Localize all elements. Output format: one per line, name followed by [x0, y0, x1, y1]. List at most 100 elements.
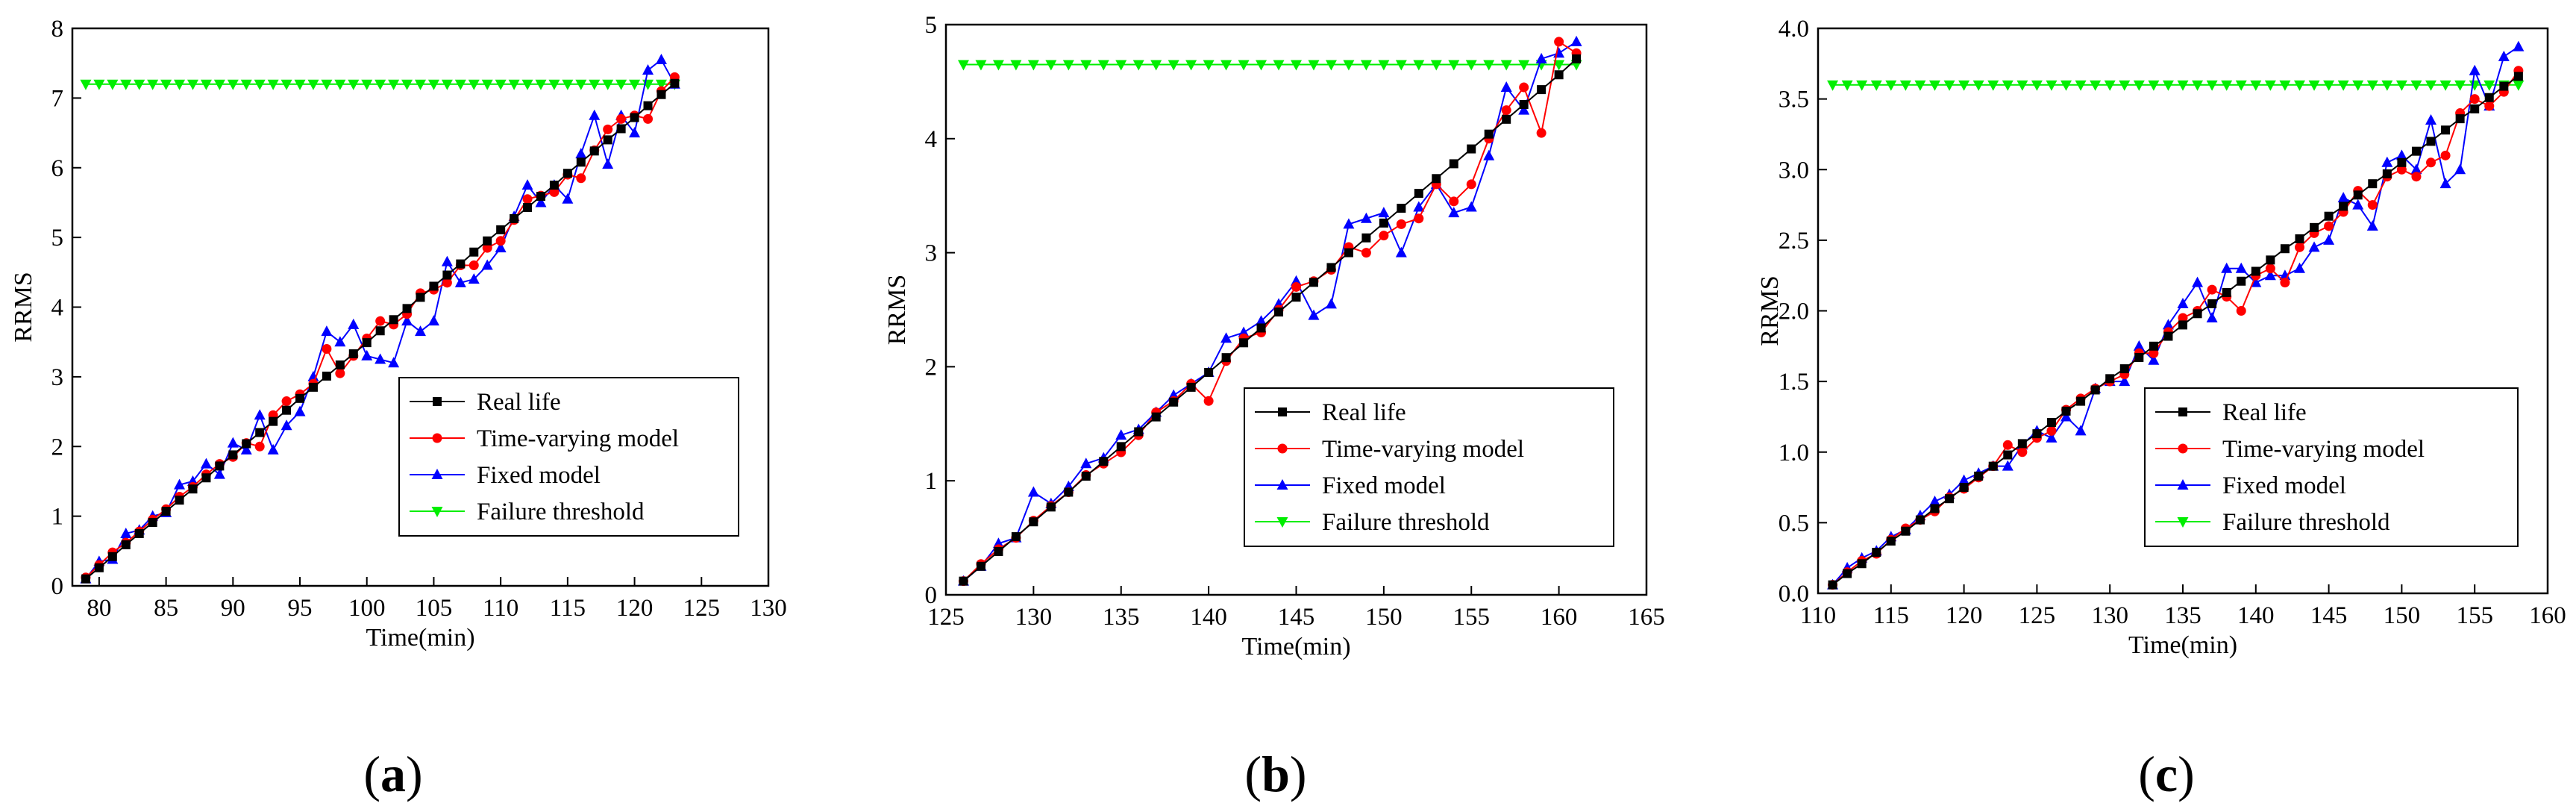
data-point — [1308, 309, 1320, 320]
data-point — [1080, 457, 1092, 469]
data-point — [1519, 82, 1529, 93]
data-point — [2250, 276, 2262, 287]
data-point — [2410, 80, 2422, 91]
data-point — [2310, 222, 2319, 232]
caption-open: ( — [2138, 746, 2155, 802]
legend-swatch-marker — [2178, 443, 2188, 454]
data-point — [2439, 80, 2451, 91]
x-tick-label: 135 — [2164, 602, 2201, 629]
data-point — [1326, 263, 1336, 272]
x-tick-label: 145 — [2310, 602, 2348, 629]
data-point — [1220, 332, 1232, 343]
data-point — [1027, 60, 1039, 71]
data-point — [1046, 502, 1056, 512]
data-point — [215, 461, 225, 471]
data-point — [2366, 80, 2378, 91]
data-point — [1885, 80, 1897, 91]
data-point — [1097, 60, 1109, 71]
data-point — [242, 439, 251, 449]
data-point — [508, 79, 520, 90]
data-point — [402, 304, 412, 313]
data-point — [957, 60, 969, 71]
data-point — [2105, 374, 2115, 384]
data-point — [1500, 60, 1512, 71]
data-point — [294, 79, 306, 90]
y-tick-label: 2.5 — [1779, 228, 1809, 254]
x-tick-label: 160 — [1541, 604, 1578, 631]
data-point — [2411, 172, 2422, 182]
data-point — [334, 79, 346, 90]
x-tick-label: 165 — [1628, 604, 1665, 631]
panel-caption: (c) — [2138, 746, 2195, 802]
data-point — [1914, 80, 1926, 91]
data-point — [1901, 526, 1911, 536]
data-point — [468, 79, 480, 90]
data-point — [94, 563, 104, 572]
series-failure-threshold — [957, 60, 1582, 71]
legend-entry: Fixed model — [1322, 472, 1446, 499]
data-point — [1010, 60, 1022, 71]
data-point — [1379, 218, 1388, 228]
legend-entry: Failure threshold — [477, 499, 645, 525]
data-point — [2498, 50, 2510, 61]
data-point — [120, 527, 132, 538]
series-real-life — [81, 78, 680, 584]
data-point — [134, 79, 145, 90]
data-point — [2237, 276, 2246, 286]
data-point — [2235, 80, 2247, 91]
data-point — [307, 79, 319, 90]
data-point — [1397, 204, 1406, 213]
caption-letter: b — [1262, 746, 1290, 802]
data-point — [1134, 427, 1144, 437]
data-point — [2395, 80, 2407, 91]
data-point — [1379, 231, 1389, 241]
data-point — [2017, 447, 2028, 457]
data-point — [441, 79, 453, 90]
x-tick-label: 90 — [221, 595, 245, 622]
data-point — [2425, 114, 2437, 125]
legend-swatch-marker — [432, 433, 442, 443]
data-point — [1220, 60, 1232, 71]
data-point — [254, 441, 265, 452]
data-point — [255, 428, 265, 437]
legend-entry: Failure threshold — [2222, 509, 2390, 536]
data-point — [2339, 202, 2348, 211]
data-point — [161, 507, 171, 516]
data-point — [1536, 128, 1546, 138]
data-point — [322, 344, 332, 355]
y-tick-label: 2 — [51, 434, 64, 460]
x-tick-label: 120 — [616, 595, 654, 622]
x-tick-label: 95 — [288, 595, 313, 622]
data-point — [1064, 487, 1074, 497]
legend-entry: Time-varying model — [477, 425, 679, 452]
data-point — [120, 79, 132, 90]
data-point — [1518, 60, 1530, 71]
data-point — [576, 173, 586, 184]
data-point — [1501, 105, 1511, 116]
x-tick-label: 125 — [927, 604, 965, 631]
data-point — [1886, 536, 1896, 546]
data-point — [975, 60, 987, 71]
legend-swatch-marker — [1276, 517, 1288, 528]
x-tick-label: 140 — [1190, 604, 1227, 631]
data-point — [2382, 169, 2392, 178]
data-point — [201, 473, 211, 483]
data-point — [2294, 242, 2304, 252]
y-axis-title: RRMS — [883, 275, 911, 346]
data-point — [2075, 80, 2087, 91]
data-point — [2280, 244, 2290, 254]
data-point — [2396, 164, 2407, 175]
legend-entry: Real life — [2222, 399, 2307, 426]
x-tick-label: 145 — [1278, 604, 1315, 631]
data-point — [2119, 364, 2129, 374]
data-point — [1448, 60, 1460, 71]
y-tick-label: 1 — [51, 504, 64, 531]
data-point — [2295, 234, 2304, 243]
data-point — [2206, 311, 2218, 322]
data-point — [1325, 60, 1337, 71]
data-point — [630, 113, 639, 122]
data-point — [1465, 60, 1477, 71]
data-point — [213, 79, 225, 90]
data-point — [2061, 410, 2072, 422]
data-point — [548, 79, 560, 90]
